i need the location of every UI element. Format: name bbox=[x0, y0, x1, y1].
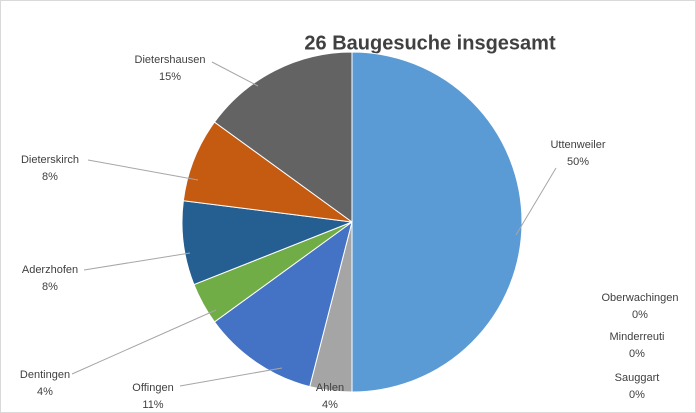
leader-line bbox=[87, 159, 199, 181]
pie-slice bbox=[351, 51, 523, 393]
leader-line bbox=[71, 309, 217, 375]
slice-label: Dentingen bbox=[20, 369, 70, 381]
slice-value-label: 15% bbox=[159, 71, 181, 83]
slice-label: Minderreuti bbox=[609, 331, 664, 343]
slice-value-label: 8% bbox=[42, 281, 58, 293]
slice-label: Dieterskirch bbox=[21, 154, 79, 166]
slice-label: Dietershausen bbox=[135, 54, 206, 66]
pie-slice bbox=[213, 51, 353, 223]
slice-label: Offingen bbox=[132, 382, 173, 394]
slice-value-label: 50% bbox=[567, 156, 589, 168]
pie-slice bbox=[213, 220, 353, 388]
slice-value-label: 11% bbox=[142, 399, 163, 411]
slice-value-label: 4% bbox=[37, 386, 53, 398]
slice-value-label: 0% bbox=[632, 309, 648, 321]
chart-title: 26 Baugesuche insgesamt bbox=[304, 32, 556, 54]
slice-value-label: 8% bbox=[42, 171, 58, 183]
slice-label: Aderzhofen bbox=[22, 264, 78, 276]
leader-line bbox=[179, 367, 283, 387]
slice-label: Ahlen bbox=[316, 382, 344, 394]
leader-line bbox=[515, 167, 557, 236]
leader-line bbox=[211, 61, 259, 87]
slice-value-label: 4% bbox=[322, 399, 338, 411]
slice-label: Oberwachingen bbox=[601, 292, 678, 304]
slice-label: Uttenweiler bbox=[550, 139, 605, 151]
leader-line bbox=[83, 252, 191, 271]
slice-value-label: 0% bbox=[629, 389, 645, 401]
slice-label: Sauggart bbox=[615, 372, 660, 384]
slice-value-label: 0% bbox=[629, 348, 645, 360]
